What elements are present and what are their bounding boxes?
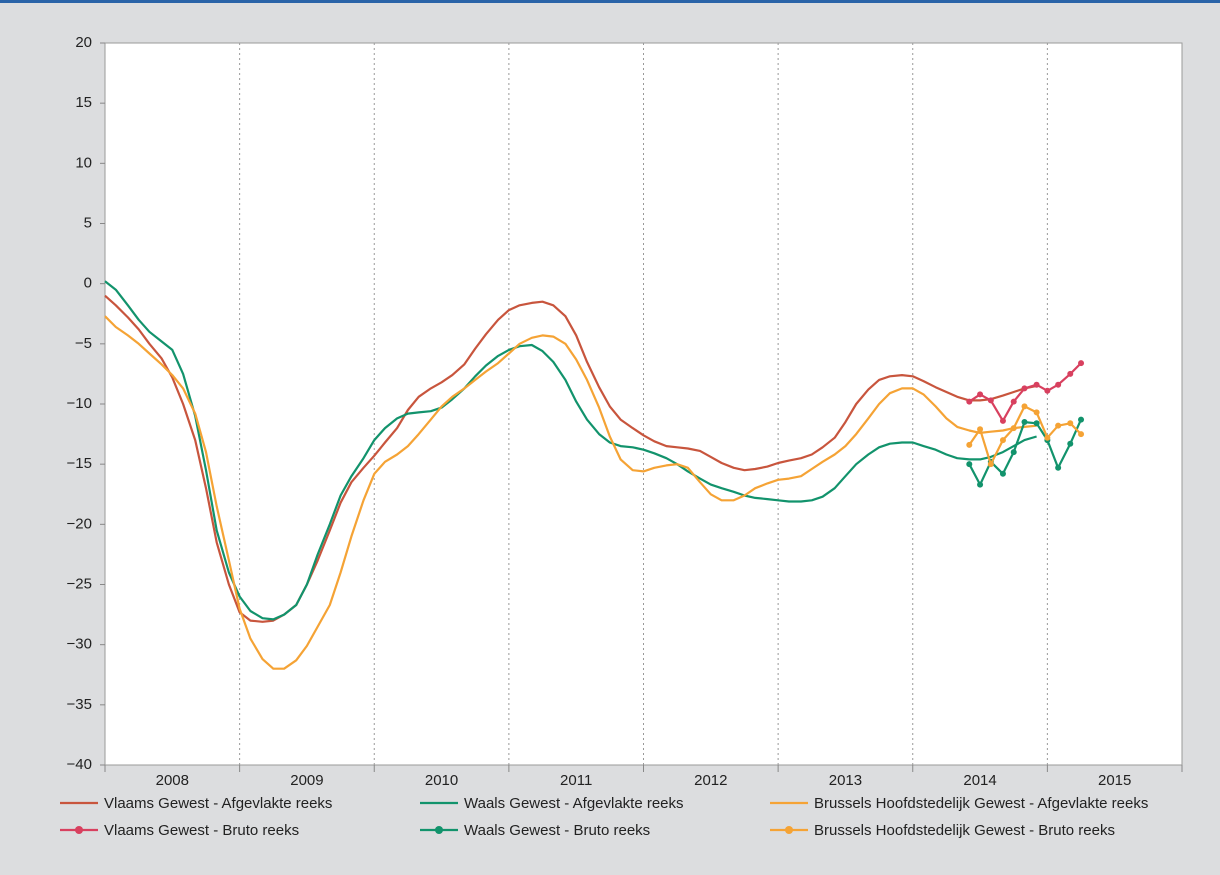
- legend-label: Waals Gewest - Bruto reeks: [464, 822, 650, 839]
- point: [966, 461, 973, 468]
- point: [977, 391, 984, 398]
- y-tick-label: 5: [84, 214, 92, 231]
- point: [977, 426, 984, 433]
- point: [1033, 420, 1040, 427]
- point: [987, 397, 994, 404]
- legend-label: Vlaams Gewest - Afgevlakte reeks: [104, 795, 332, 812]
- point: [1010, 449, 1017, 456]
- point: [1044, 434, 1051, 441]
- y-tick-label: −10: [67, 395, 92, 412]
- x-tick-label: 2010: [425, 772, 458, 789]
- legend-label: Vlaams Gewest - Bruto reeks: [104, 822, 299, 839]
- x-tick-label: 2009: [290, 772, 323, 789]
- y-tick-label: 20: [75, 34, 92, 51]
- point: [966, 398, 973, 405]
- y-tick-label: 15: [75, 94, 92, 111]
- point: [1044, 387, 1051, 394]
- y-tick-label: −30: [67, 636, 92, 653]
- point: [1067, 440, 1074, 447]
- point: [977, 481, 984, 488]
- x-tick-label: 2011: [560, 772, 592, 789]
- y-tick-label: 10: [75, 154, 92, 171]
- y-tick-label: −20: [67, 515, 92, 532]
- series-line: [104, 294, 1037, 623]
- x-tick-label: 2015: [1098, 772, 1131, 789]
- series-line: [104, 315, 1037, 670]
- point: [1021, 385, 1028, 392]
- legend-label: Brussels Hoofdstedelijk Gewest - Bruto r…: [814, 822, 1115, 839]
- point: [1010, 398, 1017, 405]
- point: [1067, 370, 1074, 377]
- point: [1055, 464, 1062, 471]
- x-tick-label: 2008: [156, 772, 189, 789]
- y-tick-label: −40: [67, 756, 92, 773]
- y-tick-label: 0: [84, 275, 92, 292]
- point: [1055, 381, 1062, 388]
- y-tick-label: −15: [67, 455, 92, 472]
- point: [1021, 419, 1028, 426]
- x-tick-label: 2013: [829, 772, 862, 789]
- point: [987, 461, 994, 468]
- point: [1033, 381, 1040, 388]
- point: [1078, 360, 1085, 367]
- point: [1033, 409, 1040, 416]
- point: [1078, 416, 1085, 423]
- legend-marker: [75, 826, 83, 834]
- point: [1078, 431, 1085, 438]
- y-tick-label: −5: [75, 335, 92, 352]
- point: [966, 441, 973, 448]
- top-rule: [0, 0, 1220, 3]
- point: [1010, 425, 1017, 432]
- point: [1021, 403, 1028, 410]
- point: [1055, 422, 1062, 429]
- legend-label: Brussels Hoofdstedelijk Gewest - Afgevla…: [814, 795, 1148, 812]
- legend-marker: [435, 826, 443, 834]
- point: [1067, 420, 1074, 427]
- x-tick-label: 2012: [694, 772, 727, 789]
- point: [999, 437, 1006, 444]
- point: [999, 470, 1006, 477]
- x-tick-label: 2014: [963, 772, 996, 789]
- y-tick-label: −25: [67, 575, 92, 592]
- legend-marker: [785, 826, 793, 834]
- y-tick-label: −35: [67, 696, 92, 713]
- point: [999, 417, 1006, 424]
- legend-label: Waals Gewest - Afgevlakte reeks: [464, 795, 684, 812]
- series-line: [104, 280, 1037, 621]
